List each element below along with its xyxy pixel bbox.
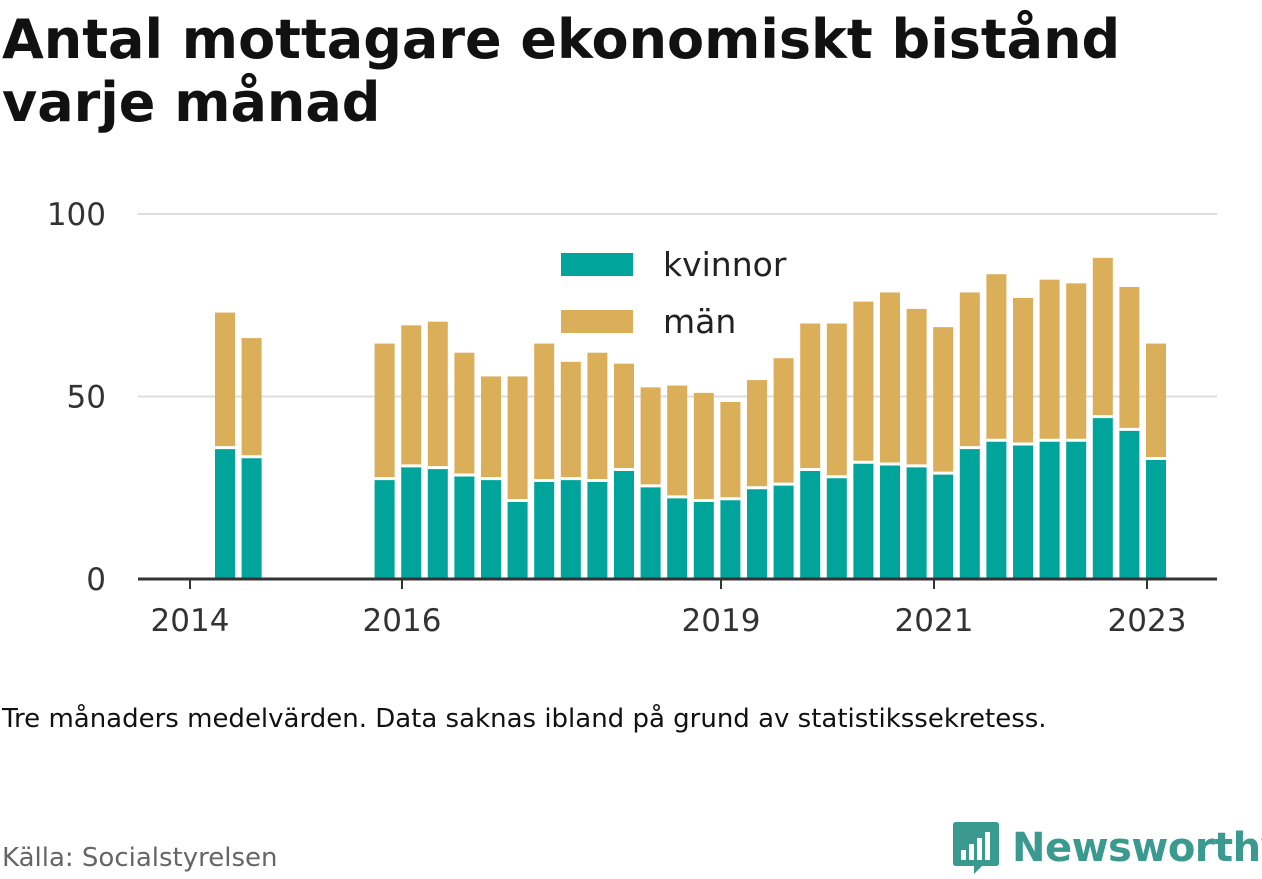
bar-kvinnor	[1119, 429, 1140, 579]
bar-man	[1039, 279, 1060, 441]
bar-man	[826, 323, 847, 477]
bar-kvinnor	[667, 496, 688, 579]
bar-kvinnor	[241, 456, 262, 579]
brand-logo[interactable]: Newsworthy	[952, 820, 1262, 876]
bar-man	[481, 376, 501, 479]
bar-man	[693, 392, 714, 501]
bar-man	[587, 352, 608, 481]
x-tick-label: 2019	[682, 603, 761, 639]
bar-man	[906, 308, 927, 466]
bar-kvinnor	[693, 500, 714, 579]
bar-man	[560, 361, 581, 479]
y-tick-label: 50	[67, 380, 106, 416]
bar-kvinnor	[1092, 416, 1113, 579]
bar-man	[720, 401, 741, 499]
legend-label-man: män	[663, 302, 736, 341]
bar-kvinnor	[454, 474, 475, 579]
bar-man	[853, 301, 874, 463]
x-tick-label: 2014	[151, 603, 230, 639]
bar-man	[800, 323, 821, 470]
bar-kvinnor	[933, 473, 954, 579]
y-tick-label: 0	[86, 562, 106, 598]
legend-label-kvinnor: kvinnor	[663, 245, 787, 284]
bar-man	[401, 325, 422, 466]
bar-kvinnor	[853, 462, 874, 579]
bar-kvinnor	[614, 469, 634, 579]
bar-kvinnor	[826, 476, 847, 579]
bar-kvinnor	[720, 498, 741, 579]
bar-man	[1119, 287, 1140, 430]
bar-man	[215, 312, 235, 448]
legend: kvinnor män	[561, 245, 787, 341]
bar-kvinnor	[1013, 443, 1033, 579]
chart-note: Tre månaders medelvärden. Data saknas ib…	[2, 704, 1047, 734]
stacked-bar-chart: 0 50 100 2014 2016 2019 2021 2023 kvinnor män	[47, 197, 1217, 639]
bar-man	[454, 352, 475, 475]
bar-man	[241, 338, 262, 457]
x-axis: 2014 2016 2019 2021 2023	[138, 577, 1217, 639]
bar-kvinnor	[747, 487, 767, 579]
source-credit: Källa: Socialstyrelsen	[2, 843, 278, 873]
x-tick-label: 2021	[895, 603, 974, 639]
bar-kvinnor	[880, 464, 900, 579]
bar-man	[1013, 297, 1033, 444]
bar-man	[1066, 283, 1087, 441]
bar-kvinnor	[773, 484, 794, 579]
bar-man	[427, 321, 448, 468]
bar-kvinnor	[1146, 458, 1166, 579]
bar-kvinnor	[587, 480, 608, 579]
bars	[215, 257, 1166, 579]
bar-kvinnor	[986, 440, 1007, 579]
bar-man	[773, 358, 794, 485]
y-tick-label: 100	[47, 197, 106, 233]
bar-kvinnor	[640, 485, 661, 579]
bar-man	[986, 274, 1007, 441]
bar-kvinnor	[906, 465, 927, 579]
bar-kvinnor	[1066, 440, 1087, 579]
brand-name: Newsworthy	[1012, 825, 1262, 871]
bar-kvinnor	[560, 478, 581, 579]
bar-man	[614, 363, 634, 470]
x-tick-label: 2016	[363, 603, 442, 639]
x-tick-label: 2023	[1108, 603, 1187, 639]
bar-man	[374, 343, 395, 479]
bar-man	[747, 380, 767, 488]
bar-kvinnor	[507, 500, 528, 579]
bar-kvinnor	[427, 467, 448, 579]
bar-kvinnor	[534, 480, 555, 579]
bar-man	[1146, 343, 1166, 459]
bar-man	[667, 385, 688, 497]
legend-swatch-kvinnor	[561, 253, 633, 276]
legend-swatch-man	[561, 310, 633, 333]
bar-kvinnor	[800, 469, 821, 579]
bar-kvinnor	[959, 447, 980, 579]
bar-man	[933, 327, 954, 474]
bar-kvinnor	[374, 478, 395, 579]
bar-man	[1092, 257, 1113, 417]
bar-kvinnor	[215, 447, 235, 579]
bar-kvinnor	[481, 478, 501, 579]
bar-man	[507, 376, 528, 501]
bar-man	[534, 343, 555, 481]
bar-man	[640, 387, 661, 486]
bar-man	[880, 292, 900, 465]
chart-title: Antal mottagare ekonomiskt bistånd varje…	[2, 8, 1121, 134]
bar-kvinnor	[1039, 440, 1060, 579]
newsworthy-logo-icon	[953, 822, 999, 874]
bar-man	[959, 292, 980, 448]
bar-kvinnor	[401, 465, 422, 579]
